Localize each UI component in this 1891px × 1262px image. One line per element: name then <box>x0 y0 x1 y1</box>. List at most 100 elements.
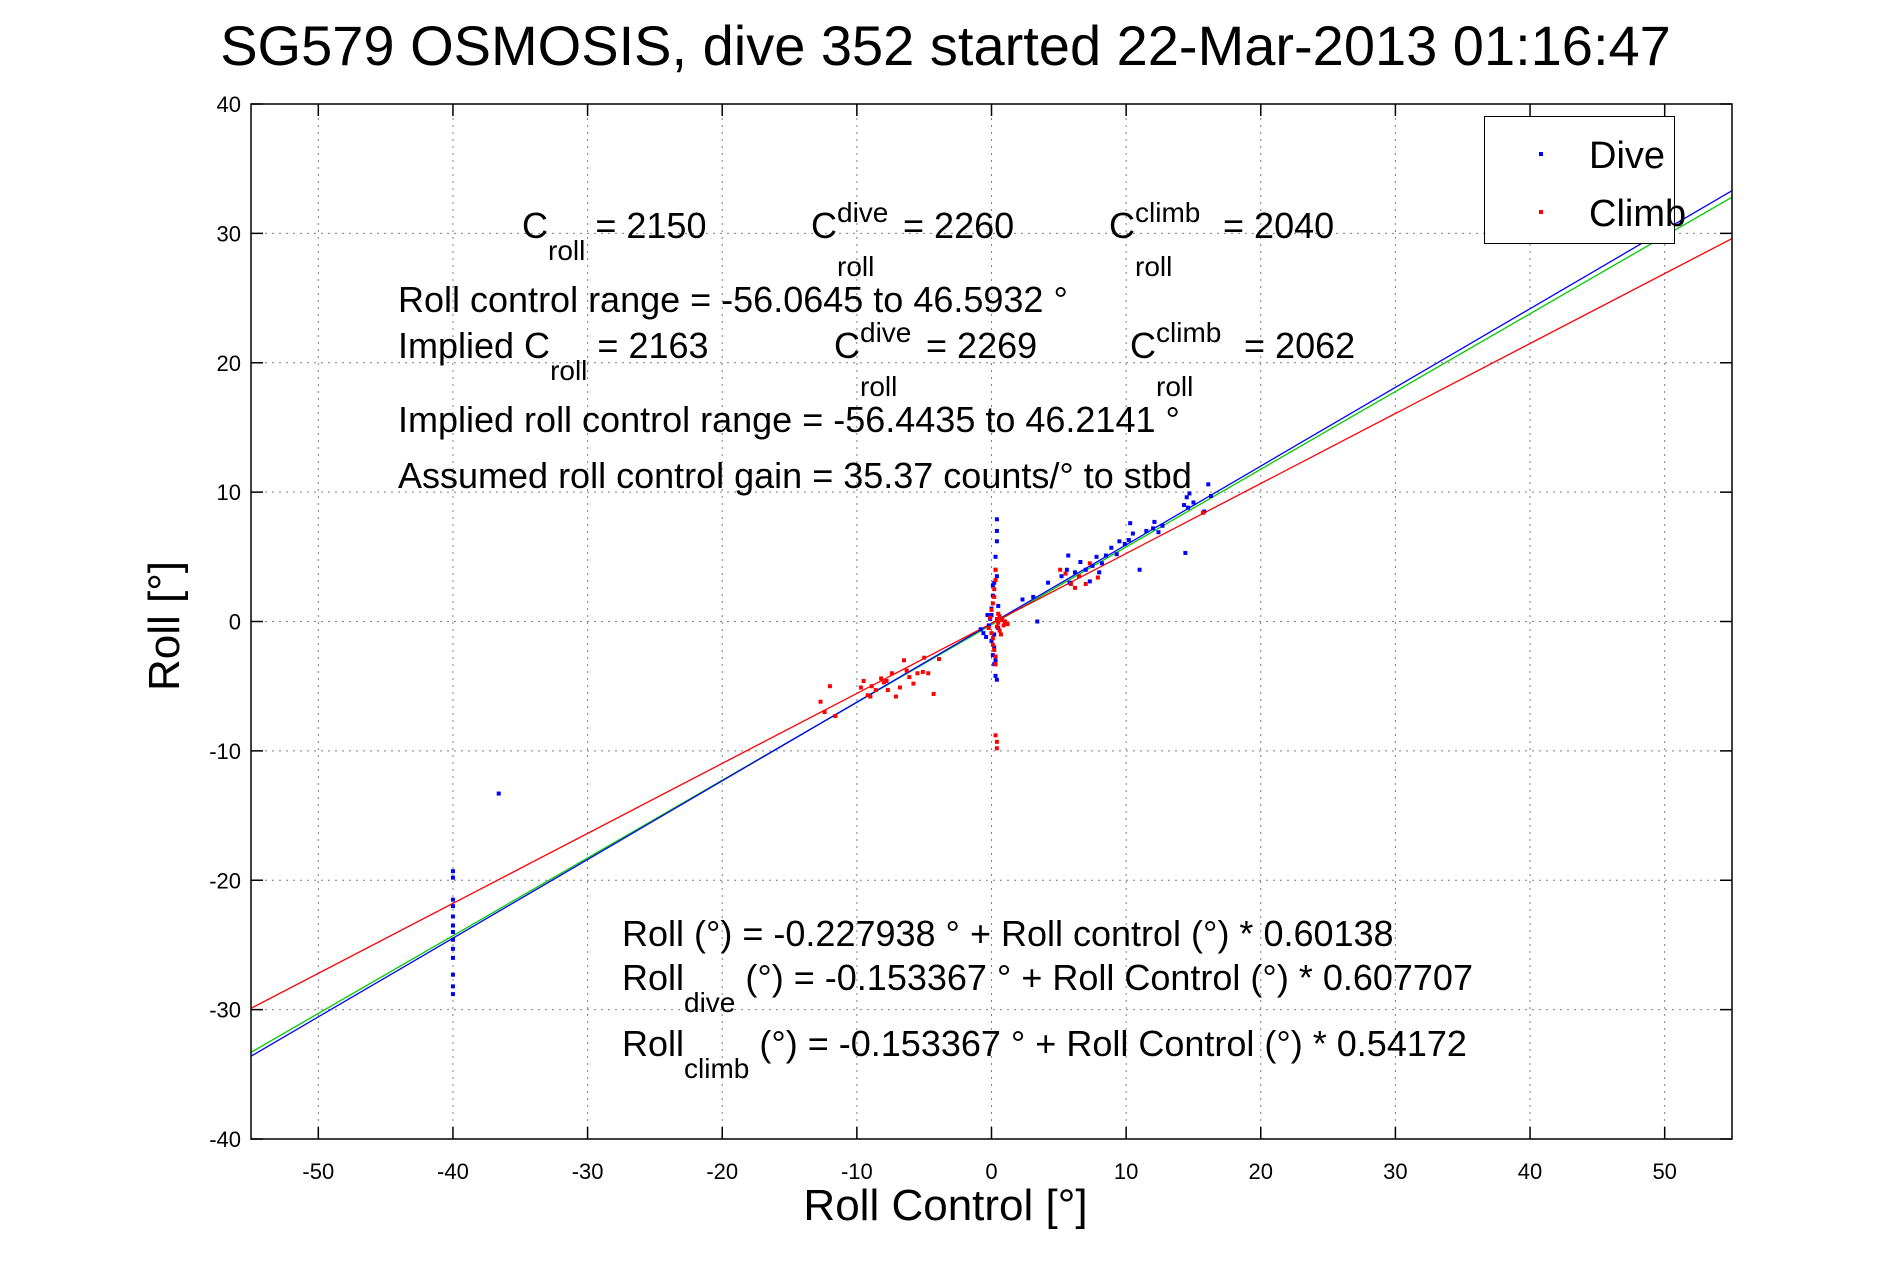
dive-point <box>993 658 998 663</box>
climb-point <box>993 654 998 659</box>
x-tick-label: -20 <box>706 1159 738 1184</box>
fit-lines <box>250 190 1733 1057</box>
climb-point <box>989 631 994 636</box>
dive-point <box>450 992 455 997</box>
dive-point <box>989 613 994 618</box>
dive-point <box>1064 567 1069 572</box>
x-tick-label: 10 <box>1114 1159 1138 1184</box>
dive-point <box>1103 553 1108 558</box>
dive-point <box>992 580 997 585</box>
dive-point <box>993 673 998 678</box>
climb-point <box>818 699 823 704</box>
dive-point <box>450 946 455 951</box>
dive-point <box>450 869 455 874</box>
annotation-implied-range: Implied roll control range = -56.4435 to… <box>398 399 1180 440</box>
dive-point <box>994 528 999 533</box>
climb-point <box>1083 581 1088 586</box>
x-tick-label: 50 <box>1652 1159 1676 1184</box>
dive-point <box>1144 528 1149 533</box>
climb-point <box>1200 510 1205 515</box>
dive-point <box>1152 519 1157 524</box>
climb-point <box>915 671 920 676</box>
ticks <box>251 103 1732 1140</box>
annotation-equation-roll-dive: Rolldive (°) = -0.153367 ° + Roll Contro… <box>622 957 1473 1018</box>
climb-point <box>998 632 1003 637</box>
climb-point <box>992 594 997 599</box>
climb-point <box>833 713 838 718</box>
climb-point <box>986 625 991 630</box>
climb-point <box>996 611 1001 616</box>
dive-point <box>994 517 999 522</box>
dive-point <box>1035 619 1040 624</box>
climb-point <box>822 710 827 715</box>
climb-point <box>881 680 886 685</box>
dive-point <box>994 574 999 579</box>
dive-point <box>986 623 991 628</box>
climb-point <box>992 587 997 592</box>
dive-point <box>1117 539 1122 544</box>
dive-point <box>1097 570 1102 575</box>
dive-point <box>450 914 455 919</box>
dive-point <box>984 635 989 640</box>
legend-item-dive: Dive <box>1485 135 1674 175</box>
climb-point <box>992 647 997 652</box>
climb-point <box>988 615 993 620</box>
dive-point <box>1072 570 1077 575</box>
y-tick-label: 30 <box>217 221 241 246</box>
climb-point <box>993 578 998 583</box>
climb-point <box>997 628 1002 633</box>
dive-point <box>450 897 455 902</box>
climb-point <box>993 662 998 667</box>
climb-point <box>994 624 999 629</box>
climb-point <box>997 614 1002 619</box>
x-tick-label: -50 <box>302 1159 334 1184</box>
climb-point <box>926 671 931 676</box>
annotation-c-roll: Croll = 2150 <box>522 205 707 266</box>
legend-item-climb: Climb <box>1485 193 1686 233</box>
x-tick-label: 40 <box>1518 1159 1542 1184</box>
dive-point <box>1208 494 1213 499</box>
dive-point <box>990 583 995 588</box>
dive-point <box>1031 594 1036 599</box>
dive-point <box>1087 579 1092 584</box>
climb-point <box>1063 571 1068 576</box>
climb-point <box>1087 561 1092 566</box>
climb-point <box>993 733 998 738</box>
climb-point <box>1001 623 1006 628</box>
dive-point <box>450 875 455 880</box>
annotation-gain: Assumed roll control gain = 35.37 counts… <box>398 455 1192 496</box>
legend: Dive Climb <box>1484 116 1686 244</box>
dive-point <box>1099 561 1104 566</box>
climb-point <box>889 671 894 676</box>
y-tick-label: 10 <box>217 480 241 505</box>
dive-point <box>1182 503 1187 508</box>
climb-point <box>920 669 925 674</box>
annotation-roll-control-range: Roll control range = -56.0645 to 46.5932… <box>398 279 1068 320</box>
legend-marker-dive <box>1539 152 1543 156</box>
climb-point <box>879 676 884 681</box>
dive-point <box>1186 505 1191 510</box>
climb-point <box>907 675 912 680</box>
y-tick-label: -30 <box>209 998 241 1023</box>
y-tick-label: -10 <box>209 739 241 764</box>
legend-label-climb: Climb <box>1589 193 1687 235</box>
dive-point <box>1183 550 1188 555</box>
y-tick-label: 20 <box>217 351 241 376</box>
dive-point <box>1090 563 1095 568</box>
dive-point <box>1137 567 1142 572</box>
climb-point <box>868 694 873 699</box>
dive-point <box>450 955 455 960</box>
climb-point <box>861 679 866 684</box>
climb-point <box>893 694 898 699</box>
climb-point <box>897 685 902 690</box>
legend-marker-climb <box>1539 210 1543 214</box>
y-tick-label: 0 <box>229 610 241 635</box>
fit-line <box>250 196 1733 1053</box>
climb-point <box>904 668 909 673</box>
dive-point <box>1206 482 1211 487</box>
dive-point <box>1187 491 1192 496</box>
dive-point <box>1083 567 1088 572</box>
